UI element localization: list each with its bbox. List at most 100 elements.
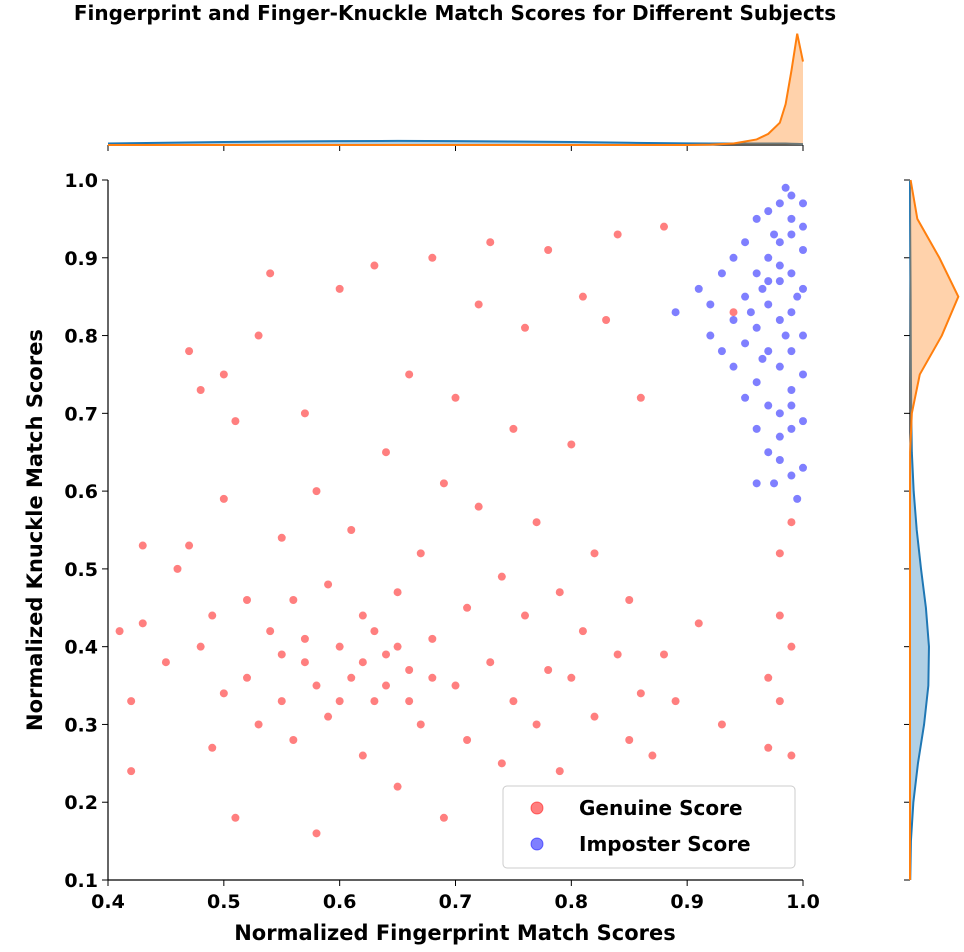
point (393, 588, 402, 597)
point (428, 673, 437, 682)
point (706, 300, 715, 309)
point (660, 650, 668, 659)
point (671, 697, 680, 706)
point (764, 743, 773, 752)
point (208, 743, 217, 752)
point (694, 284, 703, 293)
point (799, 417, 807, 426)
point (764, 300, 773, 309)
point (775, 409, 784, 418)
point (185, 347, 194, 356)
point (775, 611, 784, 620)
point (764, 448, 773, 457)
point (497, 759, 506, 768)
point (758, 354, 767, 363)
point (532, 720, 541, 729)
point (671, 308, 680, 317)
point (208, 611, 217, 620)
point (636, 393, 645, 402)
point (799, 284, 807, 293)
point (717, 347, 726, 356)
y-tick-label: 0.7 (64, 403, 98, 425)
point (613, 650, 622, 659)
point (254, 720, 263, 729)
point (775, 362, 784, 371)
point (781, 183, 790, 192)
point (787, 386, 796, 394)
point (231, 417, 240, 426)
point (416, 549, 425, 558)
point (706, 331, 715, 340)
right-density-area (910, 180, 929, 880)
point (324, 712, 333, 721)
point (196, 642, 205, 651)
point (775, 238, 784, 247)
point (521, 323, 529, 332)
point (451, 681, 460, 690)
point (625, 736, 634, 744)
point (752, 378, 761, 387)
point (416, 720, 425, 729)
legend-label: Genuine Score (579, 796, 743, 820)
point (335, 642, 344, 651)
right-density-line (909, 179, 930, 881)
point (532, 518, 541, 527)
point (578, 292, 587, 301)
point (312, 681, 321, 690)
point (764, 673, 773, 682)
point (758, 284, 767, 293)
right-density-area (910, 180, 959, 880)
point (219, 370, 228, 379)
point (509, 697, 518, 706)
point (382, 681, 390, 690)
point (277, 697, 286, 706)
point (775, 277, 784, 286)
point (358, 611, 367, 620)
point (775, 316, 784, 324)
point (300, 634, 309, 643)
point (787, 401, 796, 410)
point (741, 339, 750, 348)
point (463, 736, 472, 744)
point (544, 666, 553, 674)
point (463, 603, 472, 612)
y-tick-label: 0.2 (64, 792, 98, 814)
point (138, 541, 147, 550)
point (729, 253, 738, 262)
y-axis-label: Normalized Knuckle Match Scores (23, 329, 47, 731)
point (729, 308, 738, 317)
point (741, 393, 750, 402)
point (405, 370, 414, 379)
point (717, 720, 726, 729)
point (567, 673, 576, 682)
point (219, 494, 228, 503)
point (544, 246, 553, 254)
point (266, 269, 275, 278)
point (787, 308, 796, 317)
top-density-line (107, 139, 804, 146)
point (787, 471, 796, 480)
point (393, 642, 402, 651)
point (509, 424, 518, 433)
point (347, 673, 356, 682)
point (243, 673, 251, 682)
point (746, 308, 755, 317)
point (347, 526, 356, 534)
x-tick-label: 0.5 (207, 891, 241, 913)
point (799, 331, 807, 340)
point (625, 596, 634, 604)
point (752, 323, 761, 332)
y-tick-label: 0.6 (64, 481, 98, 503)
point (793, 494, 802, 503)
point (254, 331, 263, 340)
point (138, 619, 147, 628)
point (115, 627, 124, 636)
chart-title: Fingerprint and Finger-Knuckle Match Sco… (74, 1, 836, 25)
point (764, 253, 773, 262)
point (405, 666, 414, 674)
point (266, 627, 275, 636)
point (787, 424, 796, 433)
point (358, 658, 367, 667)
point (312, 829, 321, 838)
